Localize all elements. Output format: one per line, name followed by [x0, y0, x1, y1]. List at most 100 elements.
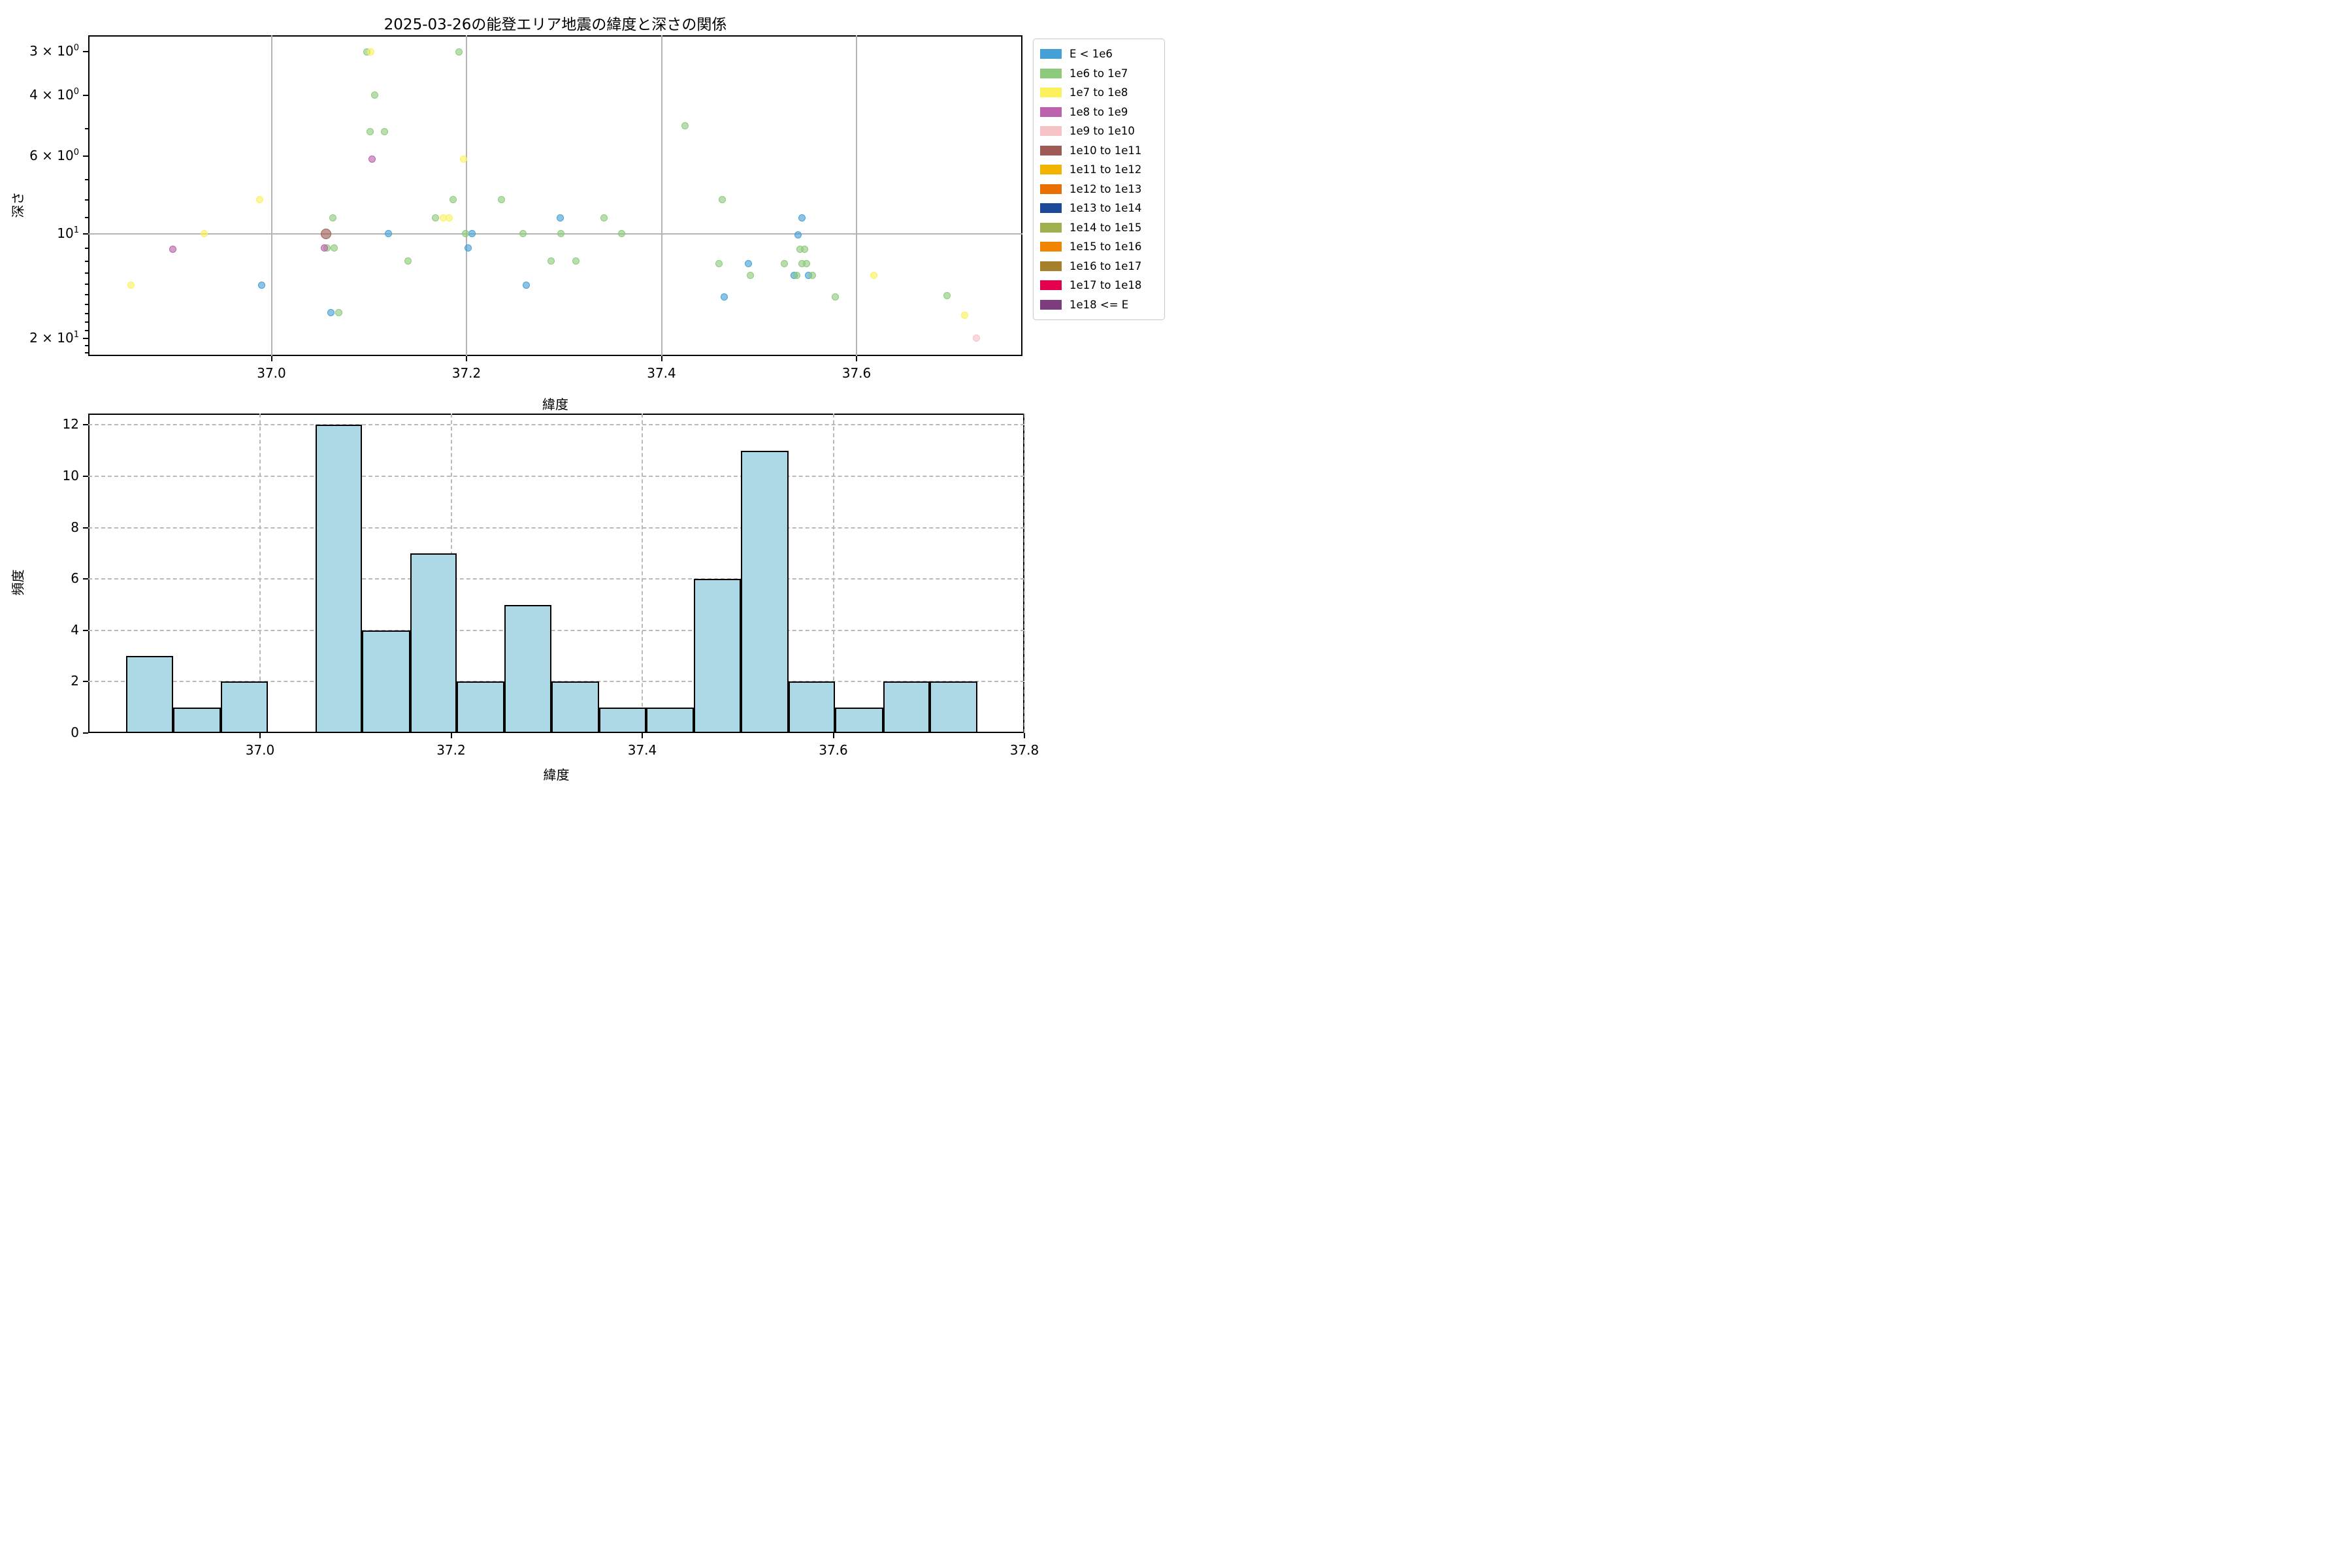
histogram-gridline-vertical	[642, 413, 643, 733]
scatter-y-minor-tick	[85, 284, 88, 286]
legend-label: E < 1e6	[1070, 48, 1113, 61]
legend-row: 1e8 to 1e9	[1040, 103, 1158, 122]
histogram-x-tick	[450, 733, 452, 738]
scatter-point	[371, 91, 379, 99]
histogram-x-tick-label: 37.2	[436, 742, 466, 758]
scatter-plot	[88, 35, 1022, 356]
histogram-y-tick	[83, 629, 88, 631]
scatter-point	[445, 214, 453, 221]
legend-swatch	[1040, 299, 1062, 310]
scatter-x-tick-label: 37.4	[647, 365, 676, 381]
scatter-point	[367, 48, 375, 56]
scatter-y-tick	[83, 233, 88, 235]
scatter-point	[973, 335, 981, 342]
scatter-y-tick-label: 4 × 100	[29, 86, 79, 103]
histogram-gridline-horizontal	[88, 476, 1024, 477]
hist-bar	[221, 681, 268, 733]
legend-label: 1e12 to 1e13	[1070, 182, 1142, 195]
histogram-y-tick	[83, 578, 88, 580]
scatter-y-minor-tick	[85, 179, 88, 181]
scatter-point	[961, 312, 969, 319]
legend-row: 1e16 to 1e17	[1040, 257, 1158, 276]
hist-bar	[645, 707, 694, 733]
legend-swatch	[1040, 280, 1062, 291]
scatter-point	[201, 230, 208, 237]
scatter-point	[715, 259, 723, 267]
histogram-y-tick	[83, 732, 88, 734]
scatter-y-minor-tick	[85, 304, 88, 306]
hist-bar	[599, 707, 646, 733]
legend-swatch	[1040, 222, 1062, 233]
legend-label: 1e9 to 1e10	[1070, 125, 1135, 138]
scatter-point	[720, 293, 728, 301]
scatter-y-minor-tick	[85, 128, 88, 130]
histogram-x-tick-label: 37.0	[245, 742, 275, 758]
scatter-gridline-vertical	[856, 35, 857, 356]
scatter-y-tick-label: 101	[57, 225, 79, 241]
hist-bar	[126, 656, 173, 733]
scatter-point	[781, 259, 789, 267]
hist-bar	[835, 707, 883, 733]
legend-row: 1e11 to 1e12	[1040, 160, 1158, 180]
scatter-point	[557, 230, 565, 237]
histogram-x-tick-label: 37.6	[819, 742, 848, 758]
scatter-point	[600, 214, 608, 221]
figure: 2025-03-26の能登エリア地震の緯度と深さの関係 深さ 緯度 頻度 緯度 …	[0, 0, 1176, 784]
legend-swatch	[1040, 88, 1062, 98]
histogram-y-tick-label: 0	[71, 724, 79, 740]
scatter-point	[460, 155, 468, 163]
scatter-point	[320, 244, 328, 252]
scatter-point	[404, 257, 412, 265]
histogram-y-tick-label: 10	[62, 467, 79, 483]
scatter-point	[385, 230, 393, 237]
scatter-point	[335, 309, 342, 317]
legend-swatch	[1040, 261, 1062, 271]
hist-bar	[315, 425, 363, 733]
hist-bar	[551, 681, 600, 733]
scatter-y-tick	[83, 51, 88, 53]
histogram-x-tick	[832, 733, 834, 738]
scatter-point	[329, 214, 337, 221]
legend-swatch	[1040, 49, 1062, 59]
scatter-x-tick	[466, 356, 467, 361]
legend-label: 1e10 to 1e11	[1070, 144, 1142, 157]
histogram-gridline-vertical	[832, 413, 834, 733]
scatter-point	[572, 257, 580, 265]
legend-row: 1e18 <= E	[1040, 295, 1158, 315]
scatter-x-tick-label: 37.6	[841, 365, 872, 381]
scatter-y-tick	[83, 155, 88, 157]
scatter-point	[321, 228, 332, 239]
legend-swatch	[1040, 126, 1062, 137]
scatter-point	[431, 214, 439, 221]
legend-label: 1e8 to 1e9	[1070, 105, 1128, 118]
legend-swatch	[1040, 145, 1062, 155]
legend-label: 1e15 to 1e16	[1070, 240, 1142, 253]
scatter-y-tick-label: 3 × 100	[29, 43, 79, 59]
scatter-gridline-vertical	[466, 35, 467, 356]
scatter-y-minor-tick	[85, 294, 88, 296]
scatter-y-minor-tick	[85, 351, 88, 353]
legend-swatch	[1040, 184, 1062, 194]
scatter-point	[381, 128, 389, 136]
legend-swatch	[1040, 106, 1062, 117]
histogram-plot	[88, 413, 1024, 733]
scatter-gridline-horizontal	[88, 233, 1022, 235]
legend-row: 1e15 to 1e16	[1040, 237, 1158, 257]
scatter-point	[744, 259, 752, 267]
legend-row: 1e13 to 1e14	[1040, 199, 1158, 218]
scatter-gridline-vertical	[661, 35, 662, 356]
scatter-point	[831, 293, 839, 301]
scatter-point	[465, 244, 472, 252]
hist-bar	[930, 681, 978, 733]
scatter-x-axis-label: 緯度	[542, 397, 568, 412]
histogram-y-tick	[83, 681, 88, 683]
histogram-y-tick-label: 2	[71, 673, 79, 689]
scatter-y-minor-tick	[85, 260, 88, 262]
legend-row: 1e7 to 1e8	[1040, 83, 1158, 103]
scatter-y-tick-label: 2 × 101	[29, 329, 79, 346]
scatter-point	[617, 230, 625, 237]
scatter-y-tick	[83, 337, 88, 339]
scatter-y-minor-tick	[85, 321, 88, 323]
histogram-gridline-horizontal	[88, 424, 1024, 426]
legend-swatch	[1040, 242, 1062, 252]
